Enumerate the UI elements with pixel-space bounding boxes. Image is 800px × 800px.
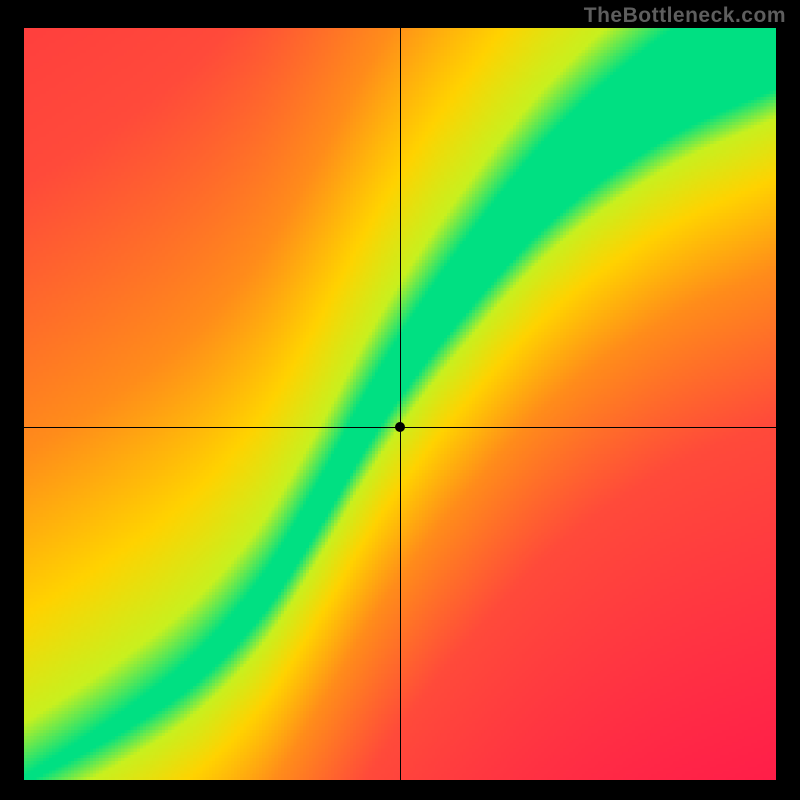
chart-stage: { "attribution": { "text": "TheBottlenec… [0, 0, 800, 800]
crosshair-vertical [400, 28, 401, 780]
attribution-watermark: TheBottleneck.com [584, 4, 786, 28]
crosshair-marker [395, 422, 405, 432]
